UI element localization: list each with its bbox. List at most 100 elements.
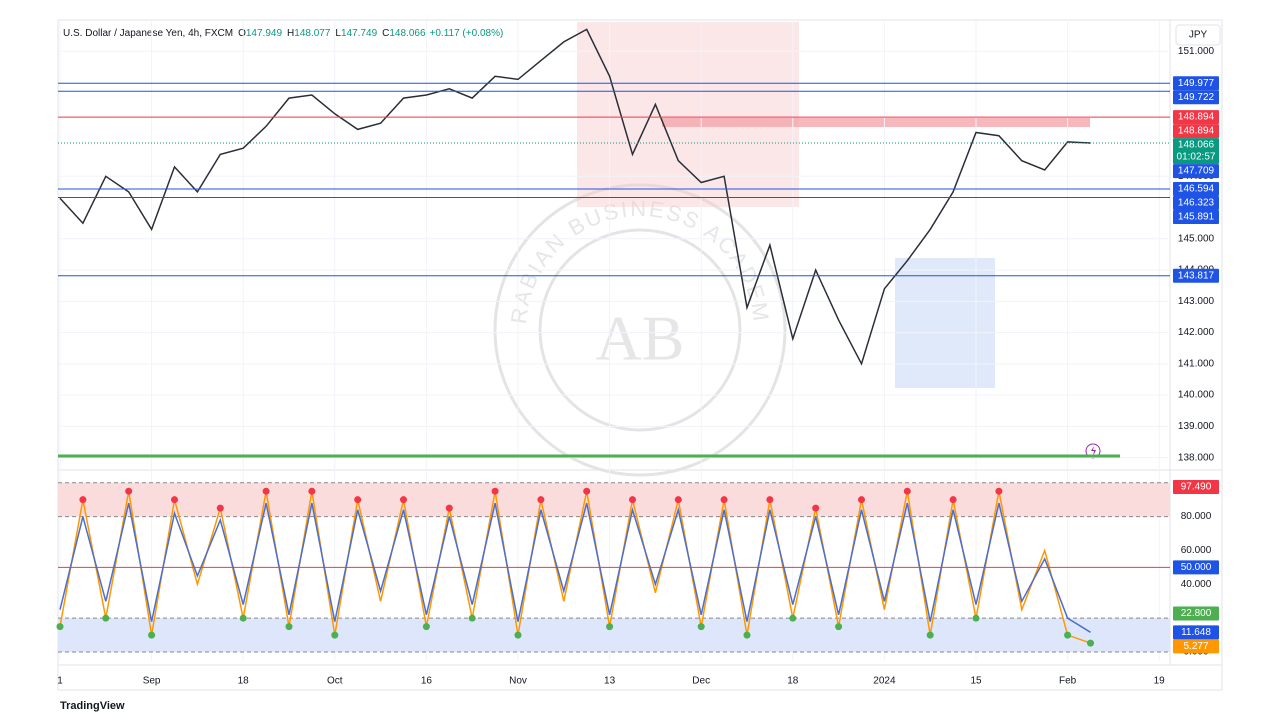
y-tick-label: 139.000 bbox=[1178, 421, 1215, 432]
ohlc-value: 148.066 bbox=[389, 28, 426, 39]
signal-dot bbox=[743, 631, 751, 639]
price-badge-label: 143.817 bbox=[1178, 270, 1215, 281]
price-badge-label: 148.066 bbox=[1178, 140, 1215, 151]
change: +0.117 (+0.08%) bbox=[430, 28, 504, 39]
price-badge bbox=[1173, 164, 1219, 179]
band bbox=[58, 618, 1170, 653]
signal-dot bbox=[491, 487, 499, 495]
signal-dot bbox=[537, 496, 545, 504]
header: U.S. Dollar / Japanese Yen, 4h, FXCM O147… bbox=[63, 28, 503, 39]
signal-dot bbox=[148, 631, 156, 639]
signal-dot bbox=[949, 496, 957, 504]
signal-dot bbox=[262, 487, 270, 495]
ohlc-key: C bbox=[382, 28, 389, 39]
x-tick-label: 16 bbox=[421, 676, 433, 687]
price-badge-label: 97.490 bbox=[1181, 482, 1212, 493]
x-tick-label: 19 bbox=[1154, 676, 1166, 687]
price-badge-label: 146.594 bbox=[1178, 184, 1215, 195]
price-badge-label: 146.323 bbox=[1178, 198, 1215, 209]
signal-dot bbox=[812, 504, 820, 512]
alert-bolt bbox=[1091, 446, 1096, 456]
signal-dot bbox=[789, 614, 797, 622]
x-tick-label: Nov bbox=[509, 676, 527, 687]
signal-dot bbox=[858, 496, 865, 504]
x-tick-label: Sep bbox=[143, 676, 161, 687]
ohlc-value: 147.949 bbox=[246, 28, 283, 39]
series-line bbox=[59, 28, 1091, 366]
price-badge bbox=[1173, 479, 1219, 494]
signal-dot bbox=[308, 487, 316, 495]
symbol: U.S. Dollar / Japanese Yen, 4h, FXCM bbox=[63, 28, 233, 39]
watermark-initials: AB bbox=[596, 303, 685, 374]
price-badge bbox=[1173, 639, 1219, 654]
signal-dot bbox=[239, 614, 247, 622]
price-badge-label: 148.894 bbox=[1178, 112, 1215, 123]
x-tick-label: Oct bbox=[327, 676, 343, 687]
y-tick-label: 145.000 bbox=[1178, 233, 1215, 244]
price-badge-label: 5.277 bbox=[1183, 641, 1208, 652]
price-badge bbox=[1173, 606, 1219, 621]
y-tick-label: 141.000 bbox=[1178, 358, 1215, 369]
demand-zone bbox=[895, 258, 995, 388]
y-tick-label: 143.000 bbox=[1178, 296, 1215, 307]
signal-dot bbox=[1064, 631, 1072, 639]
price-badge bbox=[1173, 138, 1219, 165]
series-line bbox=[59, 502, 1091, 633]
signal-dot bbox=[629, 496, 636, 504]
supply-zone bbox=[577, 22, 799, 207]
y-tick-label: 80.000 bbox=[1181, 511, 1212, 522]
signal-dot bbox=[514, 631, 522, 639]
price-badge bbox=[1173, 90, 1219, 105]
ohlc-value: 147.749 bbox=[341, 28, 378, 39]
signal-dot bbox=[445, 504, 453, 512]
price-badge-timer: 01:02:57 bbox=[1177, 152, 1216, 163]
x-tick-label: 2024 bbox=[873, 676, 896, 687]
signal-dot bbox=[835, 623, 843, 631]
price-badge bbox=[1173, 268, 1219, 283]
signal-dot bbox=[400, 496, 407, 504]
ohlc-key: O bbox=[238, 28, 246, 39]
price-badge bbox=[1173, 124, 1219, 139]
signal-dot bbox=[102, 614, 110, 622]
price-badge bbox=[1173, 625, 1219, 640]
signal-dot bbox=[216, 504, 224, 512]
price-badge-label: 145.891 bbox=[1178, 212, 1215, 223]
y-tick-label: 60.000 bbox=[1181, 545, 1212, 556]
price-badge bbox=[1173, 76, 1219, 91]
signal-dot bbox=[697, 623, 705, 631]
signal-dot bbox=[79, 496, 87, 504]
currency: JPY bbox=[1189, 30, 1208, 41]
signal-dot bbox=[285, 623, 293, 631]
ohlc-value: 148.077 bbox=[294, 28, 331, 39]
price-badge bbox=[1173, 209, 1219, 224]
signal-dot bbox=[903, 487, 911, 495]
price-badge-label: 22.800 bbox=[1181, 608, 1212, 619]
ohlc-key: L bbox=[335, 28, 341, 39]
signal-dot bbox=[1087, 639, 1094, 647]
x-tick-label: 13 bbox=[604, 676, 616, 687]
price-badge-label: 11.648 bbox=[1181, 627, 1211, 638]
x-tick-label: 1 bbox=[57, 676, 63, 687]
watermark-ring bbox=[538, 228, 742, 432]
signal-dot bbox=[171, 496, 178, 504]
price-badge bbox=[1173, 560, 1219, 575]
y-tick-label: 138.000 bbox=[1178, 452, 1215, 463]
x-tick-label: Dec bbox=[692, 676, 710, 687]
frame bbox=[57, 19, 1223, 691]
price-badge-label: 149.977 bbox=[1178, 78, 1215, 89]
signal-dot bbox=[331, 631, 339, 639]
y-tick-label: 142.000 bbox=[1178, 327, 1215, 338]
signal-dot bbox=[972, 614, 980, 622]
y-tick-label: 140.000 bbox=[1178, 390, 1215, 401]
signal-dot bbox=[583, 487, 591, 495]
signal-dot bbox=[422, 623, 430, 631]
price-badge-label: 148.894 bbox=[1178, 126, 1215, 137]
signal-dot bbox=[995, 487, 1003, 495]
x-tick-label: 15 bbox=[970, 676, 982, 687]
price-badge-label: 50.000 bbox=[1181, 562, 1212, 573]
band bbox=[58, 482, 1170, 517]
signal-dot bbox=[926, 631, 934, 639]
signal-dot bbox=[766, 496, 774, 504]
